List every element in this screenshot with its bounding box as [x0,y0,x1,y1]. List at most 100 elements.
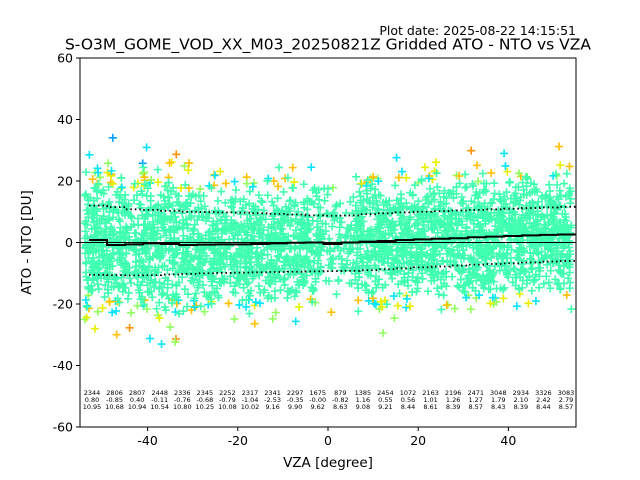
scatter-point [489,243,498,252]
scatter-point [479,179,488,188]
scatter-point [180,202,189,211]
y-tick-label: 20 [57,174,73,189]
scatter-point [138,190,147,199]
x-axis-label: VZA [degree] [283,455,373,471]
scatter-point [231,186,240,195]
bin-stat-std: 10.54 [150,403,169,411]
bin-stat-count: 2344 [84,389,101,397]
scatter-point [560,179,569,188]
scatter-point [451,209,460,218]
scatter-point [92,224,101,233]
scatter-point [90,261,99,270]
scatter-point [494,215,503,224]
bin-stat-std: 8.63 [333,403,347,411]
scatter-point [237,220,246,229]
scatter-point [176,261,185,270]
scatter-point [245,263,254,272]
scatter-point [119,279,128,288]
scatter-point [288,183,297,192]
scatter-point [466,305,475,314]
scatter-point [372,251,381,260]
scatter-point [98,303,107,312]
scatter-point [102,203,111,212]
scatter-point [355,187,364,196]
scatter-point [508,278,517,287]
scatter-point [389,266,398,275]
scatter-point [174,222,183,231]
y-tick-label: -60 [53,420,73,435]
scatter-point [270,234,279,243]
scatter-point [273,194,282,203]
scatter-point [246,286,255,295]
scatter-point [530,180,539,189]
scatter-point [488,270,497,279]
scatter-point [227,203,236,212]
scatter-point [194,281,203,290]
scatter-point [162,231,171,240]
scatter-point [82,313,91,322]
scatter-point [459,197,468,206]
scatter-point [175,309,184,318]
scatter-point [424,222,433,231]
scatter-point [117,183,126,192]
scatter-point [462,242,471,251]
scatter-point [148,293,157,302]
scatter-point [121,234,130,243]
scatter-point [566,228,575,237]
scatter-point [80,315,89,324]
scatter-point [83,232,92,241]
scatter-point [214,256,223,265]
scatter-point [501,161,510,170]
scatter-point [108,308,117,317]
scatter-point [244,278,253,287]
scatter-point [270,287,279,296]
scatter-point [132,191,141,200]
scatter-point [325,234,334,243]
scatter-point [157,340,166,349]
scatter-point [426,270,435,279]
scatter-point [152,250,161,259]
scatter-point [219,275,228,284]
bin-stat-std: 9.90 [288,403,302,411]
scatter-point [81,227,90,236]
scatter-point [377,302,386,311]
scatter-point [392,196,401,205]
scatter-point [500,149,509,158]
scatter-point [433,228,442,237]
scatter-point [402,257,411,266]
scatter-point [172,290,181,299]
scatter-point [536,263,544,272]
scatter-point [439,200,448,209]
scatter-point [179,307,188,316]
bin-stat-std: 8.57 [468,403,482,411]
scatter-point [205,228,214,237]
scatter-point [245,291,254,300]
scatter-point [284,254,293,263]
scatter-point [200,202,209,211]
scatter-point [260,286,269,295]
scatter-point [334,276,343,285]
scatter-point [152,304,161,313]
scatter-point [105,216,114,225]
scatter-point [511,227,520,236]
bin-stat-std: 10.68 [105,403,124,411]
scatter-point [411,240,420,249]
scatter-point [437,305,446,314]
scatter-point [155,298,164,307]
scatter-point [484,267,493,276]
scatter-point [97,242,106,251]
scatter-point [208,221,217,230]
scatter-point [160,303,169,312]
bin-stat-mean: 1.79 [491,396,505,404]
scatter-point [276,233,285,242]
scatter-point [564,240,573,249]
scatter-point [555,142,564,151]
scatter-point [400,230,409,239]
bin-stat-std: 9.21 [378,403,392,411]
scatter-point [357,280,366,289]
scatter-point [191,289,200,298]
scatter-point [552,249,561,258]
scatter-point [183,247,192,256]
scatter-point [249,272,258,281]
scatter-point [564,274,573,283]
